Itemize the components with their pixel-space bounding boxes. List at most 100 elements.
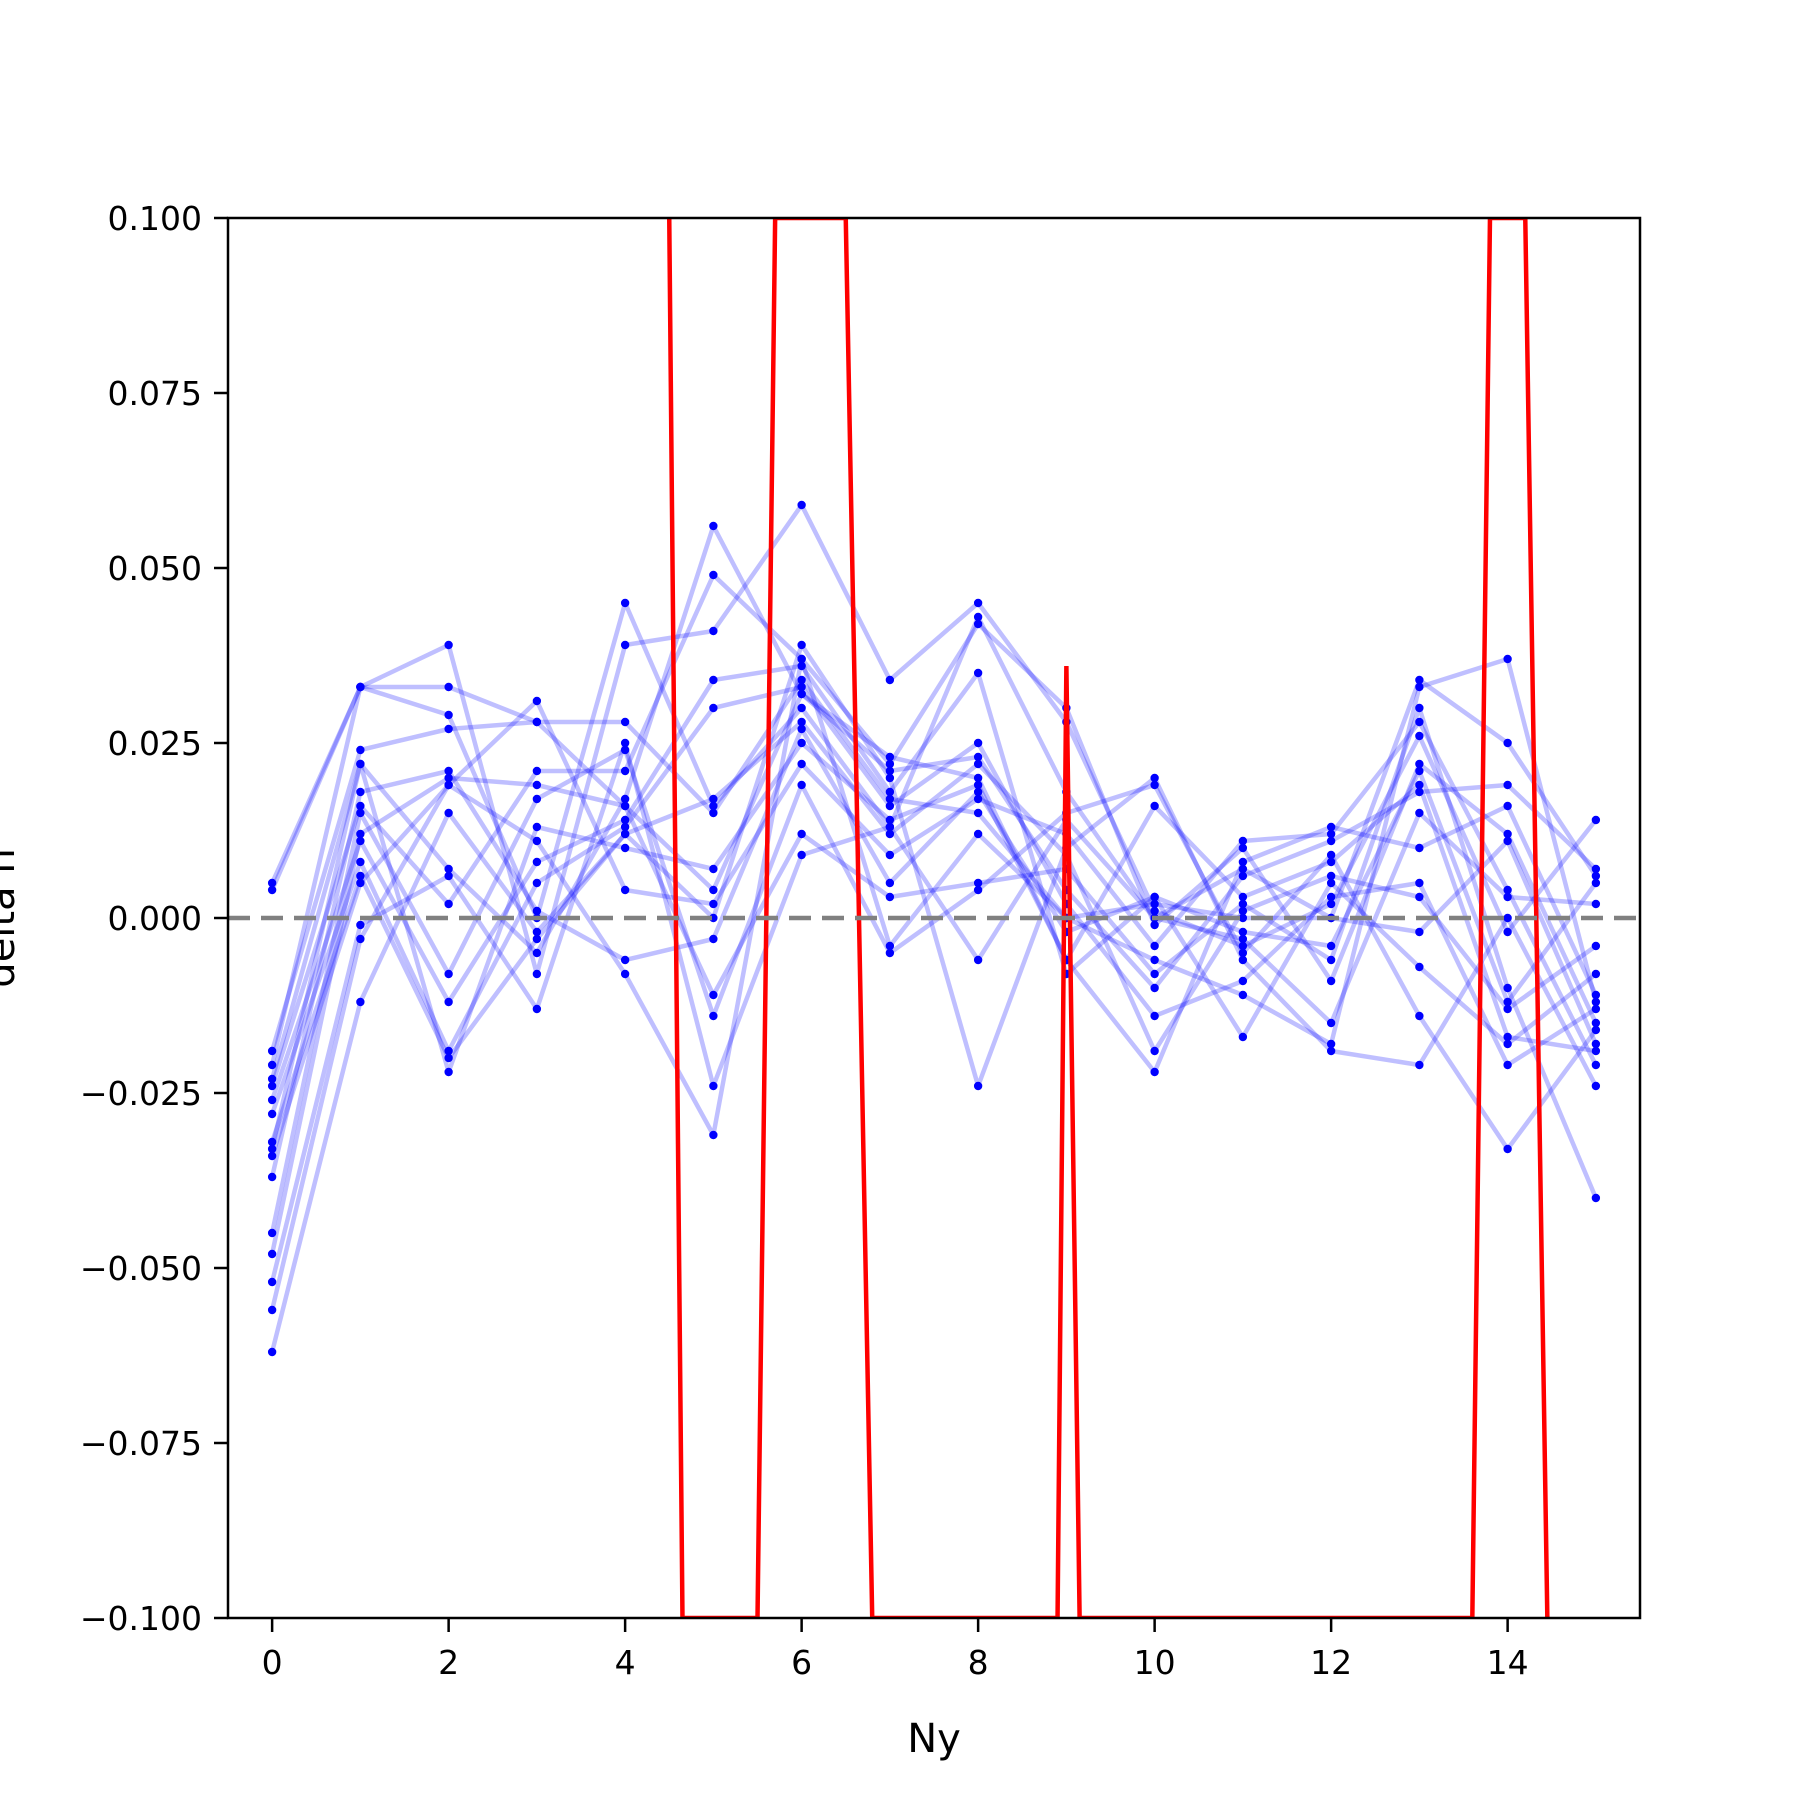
- sample-point: [1238, 927, 1248, 937]
- sample-point: [797, 759, 806, 769]
- sample-point: [356, 836, 365, 846]
- sample-point: [356, 829, 365, 839]
- sample-point: [532, 906, 542, 916]
- sample-point: [1415, 766, 1424, 776]
- sample-point: [1591, 990, 1601, 1000]
- sample-point: [1503, 927, 1512, 937]
- y-tick-label: 0.025: [108, 724, 202, 763]
- sample-point: [1150, 955, 1159, 965]
- sample-point: [356, 857, 365, 867]
- sample-point: [1415, 962, 1424, 972]
- sample-point: [444, 773, 453, 783]
- sample-point: [885, 801, 895, 811]
- sample-point: [1415, 843, 1424, 853]
- sample-point: [267, 1172, 277, 1182]
- x-axis: 0 2 4 6 8 10 12 14: [262, 1618, 1529, 1682]
- sample-point: [444, 1046, 453, 1056]
- sample-point: [709, 794, 718, 804]
- sample-point: [532, 969, 542, 979]
- sample-point: [1238, 836, 1248, 846]
- sample-point: [885, 759, 895, 769]
- sample-point: [1326, 1018, 1336, 1028]
- sample-point: [444, 969, 453, 979]
- series-layer: [267, 500, 1601, 1357]
- sample-point: [973, 1081, 983, 1091]
- sample-point: [1326, 892, 1336, 902]
- sample-point: [1503, 1060, 1512, 1070]
- sample-point: [444, 724, 453, 734]
- sample-point: [1591, 878, 1601, 888]
- sample-series-line: [269, 656, 1599, 1052]
- sample-point: [1503, 983, 1512, 993]
- sample-point: [1238, 871, 1248, 881]
- sample-point: [532, 836, 542, 846]
- sample-point: [709, 990, 718, 1000]
- y-axis-title: delta n: [0, 848, 24, 987]
- sample-point: [973, 759, 983, 769]
- sample-point: [973, 829, 983, 839]
- sample-point: [532, 948, 542, 958]
- sample-point: [885, 815, 895, 825]
- sample-point: [1150, 920, 1159, 930]
- sample-point: [1591, 1025, 1601, 1035]
- sample-point: [1150, 1011, 1159, 1021]
- sample-point: [1326, 941, 1336, 951]
- sample-point: [797, 829, 806, 839]
- sample-point: [620, 843, 630, 853]
- sample-point: [1238, 941, 1248, 951]
- sample-point: [620, 822, 630, 832]
- x-tick-label: 10: [1134, 1643, 1176, 1682]
- sample-point: [1503, 780, 1512, 790]
- sample-point: [709, 521, 718, 531]
- sample-point: [1591, 1193, 1601, 1203]
- sample-series-line: [269, 656, 1598, 1311]
- sample-point: [620, 640, 630, 650]
- sample-point: [1415, 759, 1424, 769]
- x-tick-label: 4: [615, 1643, 636, 1682]
- sample-point: [444, 766, 453, 776]
- sample-point: [267, 1046, 277, 1056]
- sample-point: [1503, 1144, 1512, 1154]
- sample-point: [973, 885, 983, 895]
- sample-point: [797, 724, 806, 734]
- y-axis: 0.100 0.075 0.050 0.025 0.000 −0.025 −0.050 −0.…: [80, 199, 228, 1638]
- sample-series-line: [269, 740, 1597, 1283]
- sample-point: [1503, 1032, 1512, 1042]
- sample-point: [356, 808, 365, 818]
- sample-point: [620, 969, 630, 979]
- sample-point: [620, 801, 630, 811]
- sample-point: [1591, 871, 1601, 881]
- sample-point: [1150, 801, 1159, 811]
- sample-point: [973, 668, 983, 678]
- sample-point: [1503, 1004, 1512, 1014]
- sample-point: [1238, 913, 1248, 923]
- sample-point: [1503, 892, 1512, 902]
- sample-point: [885, 829, 895, 839]
- sample-point: [267, 1060, 277, 1070]
- sample-series-line: [269, 642, 1598, 1353]
- sample-point: [620, 766, 630, 776]
- y-tick-label: −0.100: [80, 1599, 202, 1638]
- sample-point: [356, 682, 365, 692]
- sample-point: [532, 794, 542, 804]
- sample-point: [1326, 829, 1336, 839]
- sample-point: [1238, 1032, 1248, 1042]
- sample-point: [709, 1081, 718, 1091]
- sample-point: [1415, 717, 1424, 727]
- sample-point: [444, 640, 453, 650]
- sample-point: [797, 689, 806, 699]
- sample-point: [1503, 829, 1512, 839]
- sample-point: [532, 927, 542, 937]
- sample-point: [1503, 997, 1512, 1007]
- sample-point: [973, 598, 983, 608]
- sample-point: [1326, 871, 1336, 881]
- sample-point: [1591, 864, 1601, 874]
- sample-point: [797, 850, 806, 860]
- sample-series-line: [269, 726, 1598, 1178]
- sample-point: [267, 1249, 277, 1259]
- sample-point: [1591, 969, 1601, 979]
- sample-point: [356, 759, 365, 769]
- sample-point: [620, 738, 630, 748]
- sample-series-line: [270, 600, 1598, 921]
